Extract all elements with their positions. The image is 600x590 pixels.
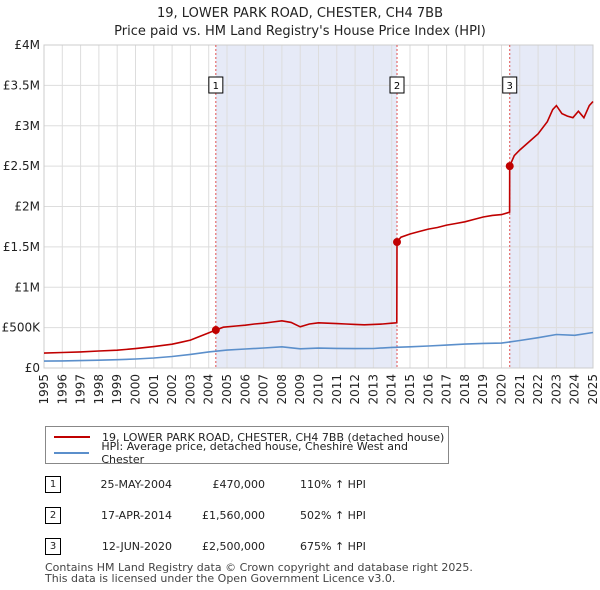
x-tick-label: 2005	[220, 374, 234, 405]
x-tick-label: 2006	[238, 374, 252, 405]
x-tick-label: 2024	[568, 374, 582, 405]
x-tick-label: 2009	[293, 374, 307, 405]
sale-point	[211, 326, 220, 335]
x-tick-label: 2017	[440, 374, 454, 405]
footer-licence: This data is licensed under the Open Gov…	[45, 572, 396, 585]
x-tick-label: 2007	[257, 374, 271, 405]
sale-number-label: 2	[394, 81, 400, 92]
y-tick-label: £1M	[14, 280, 40, 294]
series-line-price	[43, 100, 594, 354]
transaction-marker: 1	[45, 476, 61, 493]
x-tick-label: 1999	[110, 374, 124, 405]
chart-subtitle: Price paid vs. HM Land Registry's House …	[114, 24, 486, 39]
y-tick-label: £0	[25, 361, 40, 375]
transaction-price: £1,560,000	[202, 509, 265, 522]
legend-label-price: 19, LOWER PARK ROAD, CHESTER, CH4 7BB (d…	[102, 430, 445, 444]
legend-swatch-hpi	[54, 452, 90, 454]
sale-point	[393, 238, 402, 247]
sale-number-box	[389, 76, 405, 94]
transaction-marker: 3	[45, 538, 61, 555]
price-chart: £0 £500K £1M £1.5M £2M £2.5M £3M £3.5M £4M 1995 19…	[2, 38, 600, 405]
x-tick-label: 2022	[531, 374, 545, 405]
sale-number-label: 1	[213, 81, 219, 92]
transaction-row: 2 17-APR-2014 £1,560,000 502% ↑ HPI	[0, 506, 600, 526]
legend: 19, LOWER PARK ROAD, CHESTER, CH4 7BB (d…	[45, 426, 449, 466]
legend-item-price: 19, LOWER PARK ROAD, CHESTER, CH4 7BB (d…	[54, 429, 444, 445]
sale-point	[505, 162, 514, 171]
transaction-price: £470,000	[212, 478, 266, 491]
y-tick-label: £3.5M	[3, 78, 40, 92]
transaction-row: 3 12-JUN-2020 £2,500,000 675% ↑ HPI	[0, 537, 600, 557]
y-tick-label: £4M	[14, 38, 40, 52]
legend-swatch-price	[54, 436, 90, 438]
x-tick-label: 2014	[385, 374, 399, 405]
x-tick-label: 2013	[366, 374, 380, 405]
x-tick-label: 2008	[275, 374, 289, 405]
x-tick-label: 1996	[55, 374, 69, 405]
x-tick-label: 2020	[495, 374, 509, 405]
x-tick-label: 2010	[312, 374, 326, 405]
y-tick-label: £1.5M	[3, 240, 40, 254]
sale-number-label: 3	[507, 81, 513, 92]
x-tick-label: 2019	[476, 374, 490, 405]
x-tick-label: 2002	[165, 374, 179, 405]
x-tick-label: 2023	[549, 374, 563, 405]
sale-number-box	[208, 76, 224, 94]
x-tick-label: 2012	[348, 374, 362, 405]
y-tick-label: £3M	[14, 119, 40, 133]
x-tick-label: 2016	[421, 374, 435, 405]
x-tick-label: 2021	[513, 374, 527, 405]
x-tick-label: 1995	[37, 374, 51, 405]
y-tick-label: £500K	[2, 321, 42, 335]
x-tick-label: 2003	[183, 374, 197, 405]
transaction-date: 12-JUN-2020	[101, 540, 172, 553]
x-tick-label: 2011	[330, 374, 344, 405]
transaction-hpi: 675% ↑ HPI	[300, 540, 366, 553]
x-tick-label: 2000	[129, 374, 143, 405]
footer-copyright: Contains HM Land Registry data © Crown c…	[45, 561, 473, 574]
transaction-date: 25-MAY-2004	[100, 478, 172, 491]
transaction-price: £2,500,000	[202, 540, 265, 553]
y-tick-label: £2M	[14, 200, 40, 214]
series-line-hpi	[43, 331, 594, 362]
transaction-date: 17-APR-2014	[100, 509, 172, 522]
sale-number-box	[502, 76, 518, 94]
x-tick-label: 2004	[202, 374, 216, 405]
x-tick-label: 2018	[458, 374, 472, 405]
transaction-marker: 2	[45, 507, 61, 524]
x-tick-label: 2001	[147, 374, 161, 405]
transaction-hpi: 502% ↑ HPI	[300, 509, 366, 522]
transaction-row: 1 25-MAY-2004 £470,000 110% ↑ HPI	[0, 475, 600, 495]
legend-label-hpi: HPI: Average price, detached house, Ches…	[101, 440, 408, 466]
chart-title: 19, LOWER PARK ROAD, CHESTER, CH4 7BB	[157, 6, 443, 21]
plot-area	[43, 44, 594, 369]
x-tick-label: 1997	[74, 374, 88, 405]
legend-item-hpi: HPI: Average price, detached house, Ches…	[54, 440, 448, 466]
x-tick-label: 2025	[586, 374, 600, 405]
y-tick-label: £2.5M	[3, 159, 40, 173]
x-tick-label: 1998	[92, 374, 106, 405]
transaction-hpi: 110% ↑ HPI	[300, 478, 366, 491]
x-tick-label: 2015	[403, 374, 417, 405]
